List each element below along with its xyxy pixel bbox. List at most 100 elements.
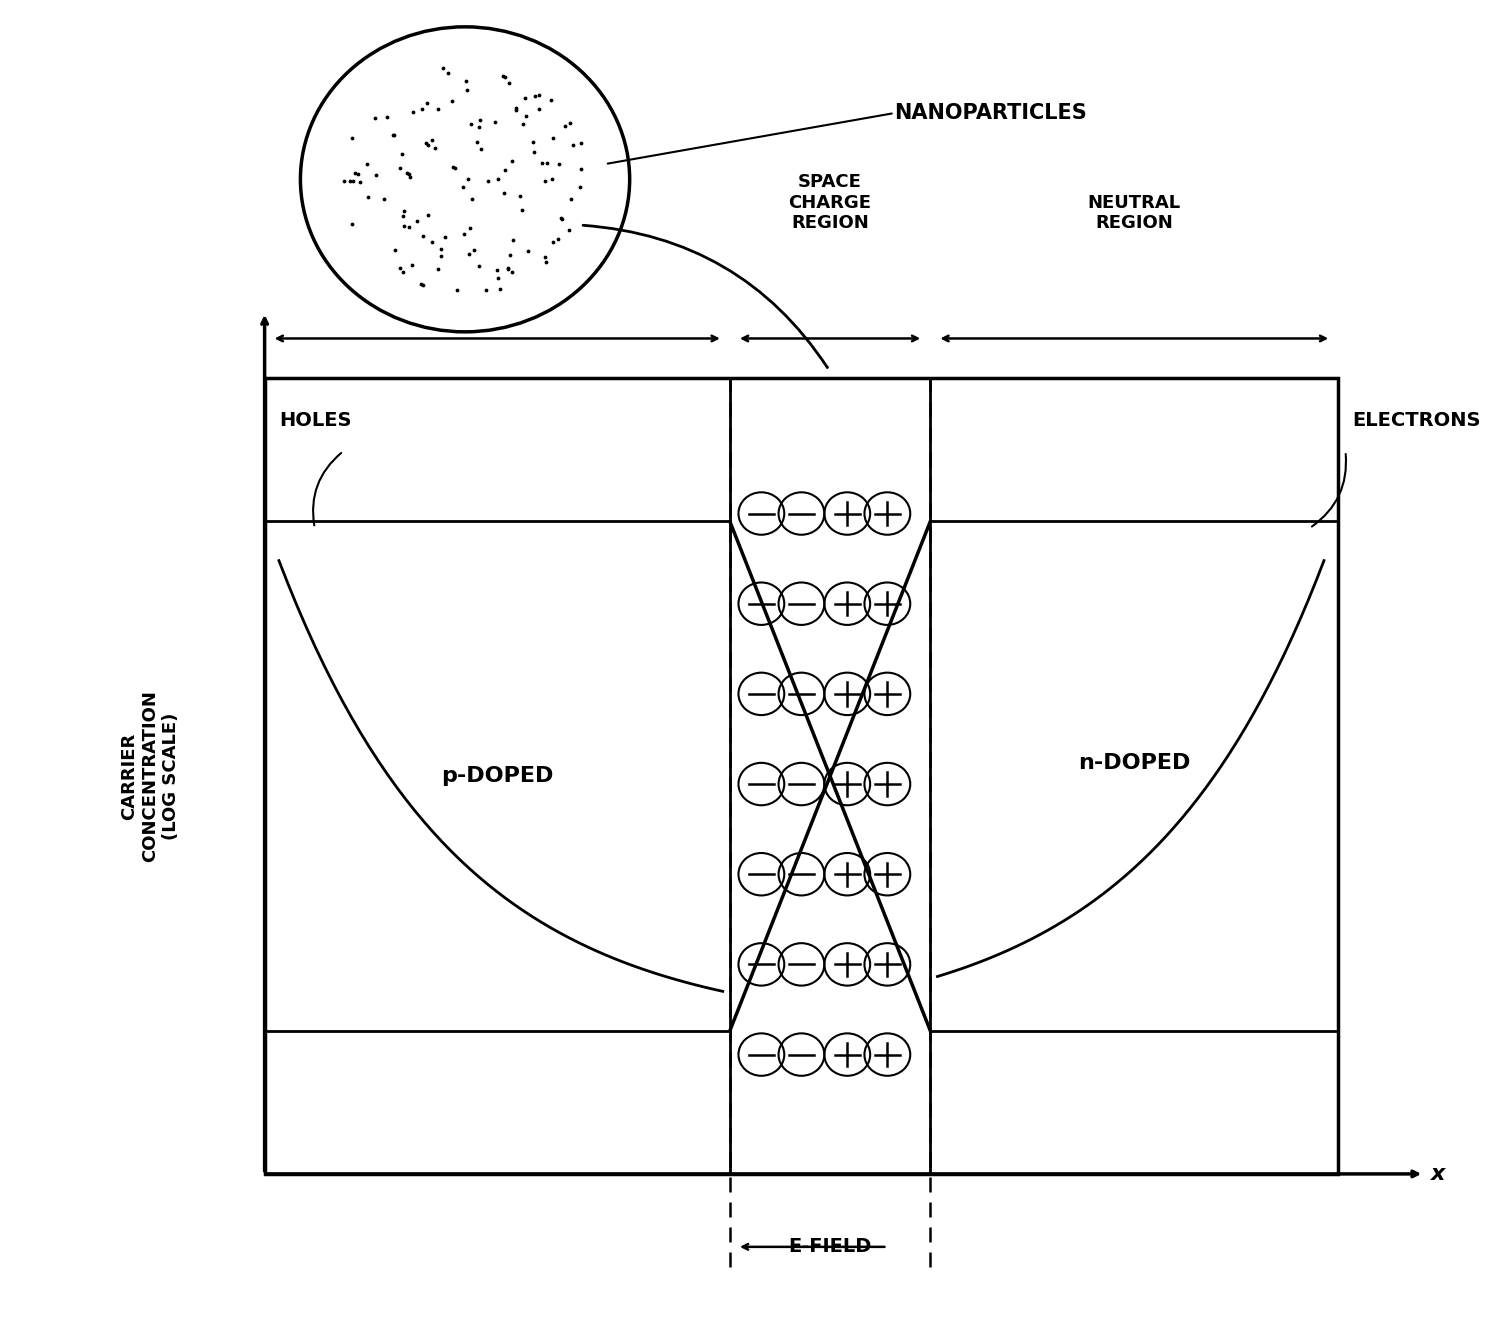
Point xyxy=(409,273,433,295)
Point xyxy=(433,226,457,248)
Point xyxy=(492,182,516,204)
Text: SPACE
CHARGE
REGION: SPACE CHARGE REGION xyxy=(788,173,872,232)
Point xyxy=(498,244,522,265)
Point xyxy=(546,229,570,251)
Point xyxy=(474,279,498,300)
Point xyxy=(459,113,483,134)
Point xyxy=(456,169,480,190)
Point xyxy=(454,71,478,92)
Point xyxy=(558,113,582,134)
Point xyxy=(399,166,423,188)
Point xyxy=(552,115,576,137)
Point xyxy=(492,67,516,88)
Point xyxy=(397,163,421,185)
Point xyxy=(570,158,594,180)
Point xyxy=(346,163,370,185)
Point xyxy=(540,168,564,189)
Point xyxy=(362,107,387,129)
Point xyxy=(426,259,450,280)
Point xyxy=(393,200,417,221)
Point xyxy=(347,172,371,193)
Point xyxy=(466,255,490,276)
Point xyxy=(508,185,532,206)
Point xyxy=(338,170,362,192)
Point xyxy=(523,86,547,107)
Point xyxy=(442,157,466,178)
Point xyxy=(340,213,364,234)
Text: NEUTRAL
REGION: NEUTRAL REGION xyxy=(1087,193,1181,232)
Point xyxy=(567,177,591,198)
Point xyxy=(457,244,481,265)
Point xyxy=(514,106,538,127)
Point xyxy=(441,155,465,177)
Text: NEUTRAL
REGION: NEUTRAL REGION xyxy=(451,193,544,232)
Point xyxy=(454,79,478,100)
Point xyxy=(356,186,381,208)
Point xyxy=(535,153,559,174)
Point xyxy=(513,87,537,109)
Point xyxy=(493,159,517,181)
Point xyxy=(420,129,444,150)
Point xyxy=(420,232,444,253)
Point xyxy=(499,150,523,172)
Point xyxy=(453,224,477,245)
Point xyxy=(340,127,364,149)
Point xyxy=(499,261,523,283)
Point xyxy=(528,99,552,121)
Point xyxy=(436,62,460,83)
Point xyxy=(465,131,489,153)
Point xyxy=(531,151,555,173)
Point xyxy=(373,189,397,210)
Point xyxy=(516,241,540,263)
Point xyxy=(423,137,447,158)
Point xyxy=(415,92,439,114)
Point xyxy=(451,176,475,197)
Point xyxy=(341,170,365,192)
Point xyxy=(382,125,406,146)
Point xyxy=(384,239,408,260)
Point xyxy=(382,125,406,146)
Point xyxy=(559,188,584,209)
Point xyxy=(429,239,453,260)
Point xyxy=(541,127,566,149)
Point xyxy=(498,72,522,94)
Point xyxy=(390,143,414,165)
Point xyxy=(522,142,546,163)
Point xyxy=(496,257,520,279)
Point xyxy=(441,90,465,111)
Point xyxy=(520,131,544,153)
Point xyxy=(415,204,439,225)
Point xyxy=(561,135,585,157)
FancyArrowPatch shape xyxy=(584,225,827,367)
Point xyxy=(468,117,492,138)
Point xyxy=(532,247,556,268)
Point xyxy=(445,279,469,300)
Point xyxy=(391,261,415,283)
Point xyxy=(534,252,558,273)
Bar xyxy=(265,378,1339,1174)
Point xyxy=(504,99,528,121)
Point xyxy=(556,218,581,240)
Point xyxy=(501,229,525,251)
Text: x: x xyxy=(1432,1164,1445,1185)
Text: n-DOPED: n-DOPED xyxy=(1078,753,1191,773)
Point xyxy=(540,90,564,111)
Point xyxy=(486,268,510,289)
Text: HOLES: HOLES xyxy=(278,411,352,430)
Point xyxy=(468,110,492,131)
Point xyxy=(430,58,454,79)
Point xyxy=(457,217,481,239)
Point xyxy=(332,170,356,192)
Point xyxy=(550,208,575,229)
Point xyxy=(460,189,484,210)
Point xyxy=(412,225,436,247)
Point xyxy=(427,98,451,119)
Point xyxy=(391,216,415,237)
Circle shape xyxy=(301,27,630,332)
Point xyxy=(540,232,564,253)
Point xyxy=(355,153,379,174)
Point xyxy=(547,154,572,176)
Point xyxy=(396,162,420,184)
Point xyxy=(411,275,435,296)
Point xyxy=(510,200,534,221)
